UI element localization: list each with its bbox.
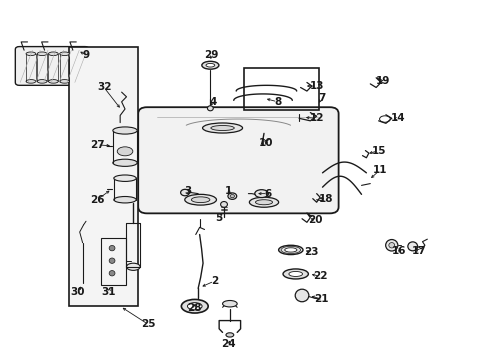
Ellipse shape — [37, 80, 47, 83]
Ellipse shape — [210, 126, 234, 131]
Ellipse shape — [207, 106, 213, 111]
Text: 13: 13 — [309, 81, 323, 91]
Ellipse shape — [220, 202, 227, 207]
Text: 9: 9 — [82, 50, 89, 60]
Text: 21: 21 — [314, 294, 328, 304]
Ellipse shape — [202, 61, 219, 69]
Ellipse shape — [385, 239, 397, 251]
Ellipse shape — [278, 245, 303, 255]
Ellipse shape — [180, 189, 189, 196]
Ellipse shape — [26, 80, 36, 83]
Text: 25: 25 — [141, 319, 155, 329]
Text: 29: 29 — [203, 50, 218, 60]
Ellipse shape — [37, 52, 47, 55]
Text: 16: 16 — [391, 246, 406, 256]
Text: 27: 27 — [90, 140, 104, 150]
Ellipse shape — [227, 193, 236, 199]
Text: 7: 7 — [317, 93, 325, 103]
Ellipse shape — [109, 246, 115, 251]
Ellipse shape — [288, 271, 302, 276]
Ellipse shape — [114, 175, 136, 181]
Text: 6: 6 — [264, 189, 271, 199]
Text: 19: 19 — [375, 76, 390, 86]
Text: 11: 11 — [372, 165, 386, 175]
Ellipse shape — [205, 63, 214, 67]
Ellipse shape — [48, 52, 58, 55]
Ellipse shape — [60, 52, 69, 55]
Ellipse shape — [26, 52, 36, 55]
Ellipse shape — [113, 159, 137, 166]
Text: 22: 22 — [312, 271, 326, 281]
Text: 30: 30 — [70, 287, 85, 297]
Ellipse shape — [113, 127, 137, 134]
Text: 24: 24 — [221, 339, 236, 349]
Text: 31: 31 — [102, 287, 116, 297]
Text: 23: 23 — [304, 247, 318, 257]
Text: 3: 3 — [184, 186, 192, 197]
Ellipse shape — [230, 194, 234, 198]
Ellipse shape — [284, 248, 296, 252]
Ellipse shape — [109, 258, 115, 264]
Ellipse shape — [181, 300, 208, 313]
Ellipse shape — [126, 263, 140, 270]
FancyBboxPatch shape — [15, 46, 89, 85]
Bar — [69, 47, 138, 306]
Text: 28: 28 — [187, 303, 202, 314]
Text: 32: 32 — [97, 82, 111, 93]
Ellipse shape — [295, 289, 308, 302]
Ellipse shape — [249, 197, 278, 207]
Ellipse shape — [283, 269, 308, 279]
Text: 8: 8 — [273, 97, 281, 107]
Ellipse shape — [388, 243, 394, 248]
Text: 10: 10 — [259, 139, 273, 148]
Text: 14: 14 — [390, 113, 405, 123]
Text: 15: 15 — [370, 145, 385, 156]
Text: 1: 1 — [225, 186, 232, 197]
Ellipse shape — [225, 333, 233, 337]
Ellipse shape — [222, 301, 237, 307]
Text: 26: 26 — [90, 195, 104, 205]
Text: 17: 17 — [411, 246, 426, 256]
Ellipse shape — [407, 242, 417, 251]
Text: 20: 20 — [307, 215, 322, 225]
Text: 4: 4 — [209, 97, 216, 107]
Ellipse shape — [109, 271, 115, 276]
Ellipse shape — [184, 194, 216, 205]
Ellipse shape — [117, 147, 133, 156]
Ellipse shape — [254, 190, 268, 198]
Ellipse shape — [48, 80, 58, 83]
Bar — [101, 238, 126, 285]
Ellipse shape — [255, 200, 272, 205]
Text: 5: 5 — [215, 213, 223, 222]
Text: 12: 12 — [309, 113, 323, 123]
Text: 2: 2 — [210, 276, 218, 286]
Ellipse shape — [60, 80, 69, 83]
Bar — [243, 68, 319, 110]
FancyBboxPatch shape — [138, 107, 338, 213]
Ellipse shape — [114, 197, 136, 203]
Ellipse shape — [187, 303, 202, 310]
Ellipse shape — [202, 123, 242, 133]
Ellipse shape — [191, 197, 209, 203]
Text: 18: 18 — [319, 194, 333, 204]
